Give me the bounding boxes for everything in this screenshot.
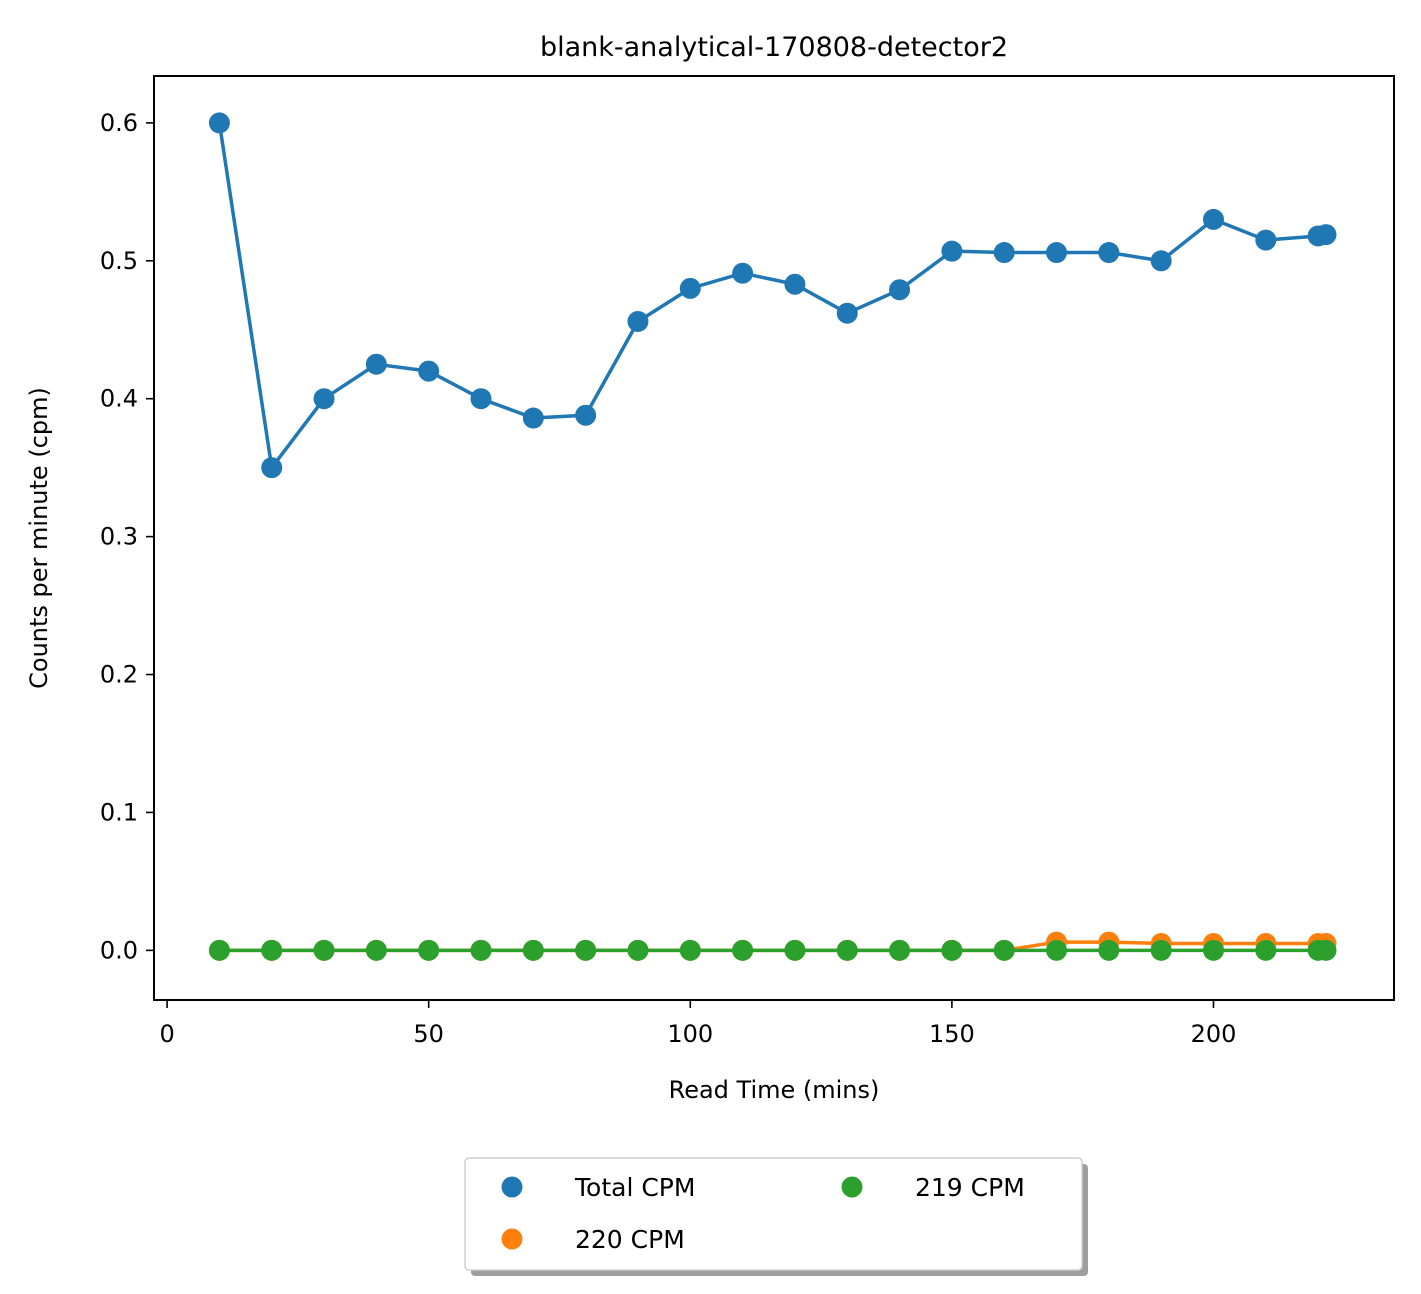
data-point-219-cpm xyxy=(993,939,1015,961)
data-point-219-cpm xyxy=(679,939,701,961)
x-tick-label: 200 xyxy=(1191,1020,1237,1048)
data-point-total-cpm xyxy=(313,388,335,410)
data-point-219-cpm xyxy=(418,939,440,961)
data-point-total-cpm xyxy=(575,404,597,426)
data-point-219-cpm xyxy=(1255,939,1277,961)
legend-label-220-cpm: 220 CPM xyxy=(575,1225,685,1254)
data-point-total-cpm xyxy=(365,353,387,375)
data-point-total-cpm xyxy=(836,302,858,324)
y-axis-ticks: 0.0 0.1 0.2 0.3 0.4 0.5 0.6 xyxy=(100,109,154,964)
data-point-219-cpm xyxy=(575,939,597,961)
data-point-219-cpm xyxy=(1202,939,1224,961)
data-point-total-cpm xyxy=(1202,208,1224,230)
data-point-total-cpm xyxy=(1150,250,1172,272)
legend: Total CPM 220 CPM 219 CPM xyxy=(464,1157,1088,1276)
data-point-total-cpm xyxy=(1315,224,1337,246)
legend-box xyxy=(464,1157,1083,1271)
data-point-total-cpm xyxy=(1098,242,1120,264)
x-tick-label: 50 xyxy=(413,1020,444,1048)
legend-label-219-cpm: 219 CPM xyxy=(915,1173,1025,1202)
x-tick-label: 100 xyxy=(667,1020,713,1048)
data-point-219-cpm xyxy=(836,939,858,961)
axes-frame xyxy=(153,75,1395,1001)
data-point-219-cpm xyxy=(470,939,492,961)
y-tick-label: 0.3 xyxy=(100,523,138,551)
x-tick-label: 150 xyxy=(929,1020,975,1048)
data-point-total-cpm xyxy=(1046,242,1068,264)
data-point-219-cpm xyxy=(365,939,387,961)
y-axis-label: Counts per minute (cpm) xyxy=(25,387,53,689)
chart-title: blank-analytical-170808-detector2 xyxy=(540,32,1008,63)
data-point-total-cpm xyxy=(261,457,283,479)
data-point-total-cpm xyxy=(889,279,911,301)
y-tick-label: 0.5 xyxy=(100,247,138,275)
data-point-219-cpm xyxy=(889,939,911,961)
y-tick-label: 0.2 xyxy=(100,661,138,689)
data-point-219-cpm xyxy=(522,939,544,961)
data-point-219-cpm xyxy=(627,939,649,961)
data-point-total-cpm xyxy=(679,277,701,299)
y-tick-label: 0.1 xyxy=(100,798,138,826)
data-point-total-cpm xyxy=(941,240,963,262)
x-axis-ticks: 0 50 100 150 200 xyxy=(159,1000,1236,1048)
data-point-total-cpm xyxy=(784,273,806,295)
plot-area xyxy=(153,75,1395,1001)
data-point-total-cpm xyxy=(418,360,440,382)
data-point-219-cpm xyxy=(261,939,283,961)
data-point-219-cpm xyxy=(732,939,754,961)
y-tick-label: 0.4 xyxy=(100,385,138,413)
y-tick-label: 0.6 xyxy=(100,109,138,137)
data-point-219-cpm xyxy=(1098,939,1120,961)
legend-items: Total CPM 220 CPM 219 CPM xyxy=(501,1173,1025,1254)
legend-marker-220-cpm xyxy=(501,1228,523,1250)
series-layer xyxy=(208,112,1337,961)
data-point-total-cpm xyxy=(627,310,649,332)
data-point-219-cpm xyxy=(1046,939,1068,961)
data-point-219-cpm xyxy=(941,939,963,961)
data-point-219-cpm xyxy=(784,939,806,961)
data-point-total-cpm xyxy=(1255,229,1277,251)
legend-label-total-cpm: Total CPM xyxy=(574,1173,695,1202)
data-point-total-cpm xyxy=(993,242,1015,264)
legend-marker-total-cpm xyxy=(501,1176,523,1198)
data-point-219-cpm xyxy=(1150,939,1172,961)
legend-marker-219-cpm xyxy=(841,1176,863,1198)
y-tick-label: 0.0 xyxy=(100,936,138,964)
x-tick-label: 0 xyxy=(159,1020,174,1048)
data-point-total-cpm xyxy=(732,262,754,284)
data-point-219-cpm xyxy=(313,939,335,961)
data-point-219-cpm xyxy=(208,939,230,961)
data-point-total-cpm xyxy=(208,112,230,134)
data-point-total-cpm xyxy=(470,388,492,410)
data-point-219-cpm xyxy=(1315,939,1337,961)
data-point-total-cpm xyxy=(522,407,544,429)
x-axis-label: Read Time (mins) xyxy=(669,1076,880,1104)
